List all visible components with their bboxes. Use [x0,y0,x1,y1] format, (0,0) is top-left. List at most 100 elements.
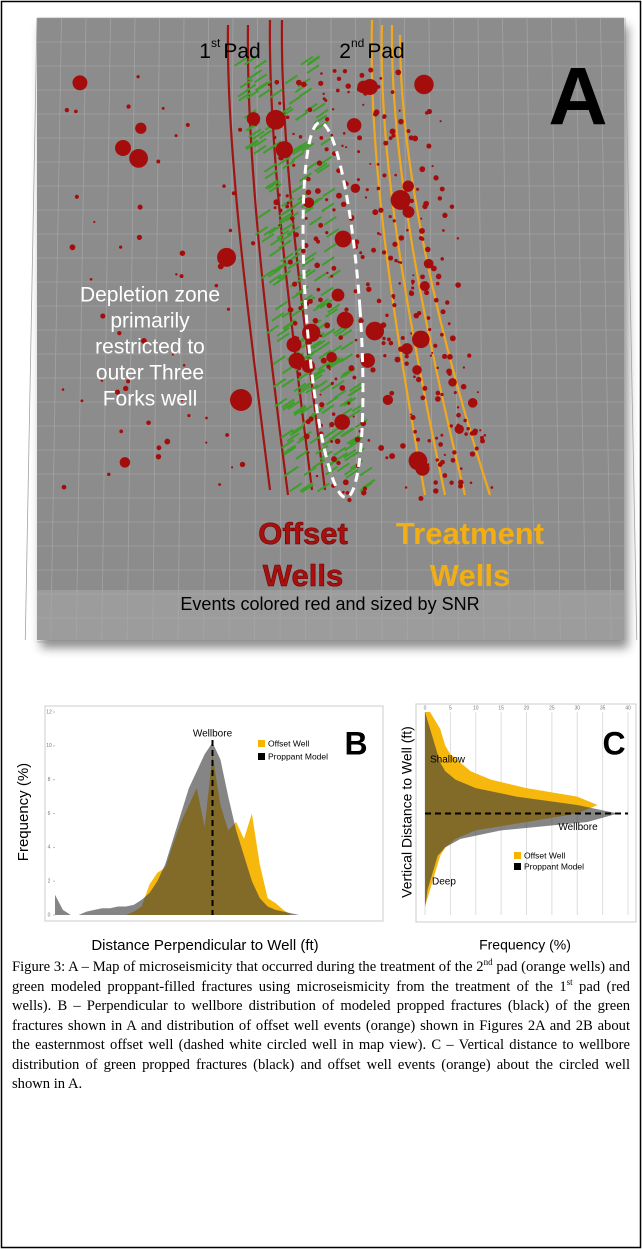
event [289,216,295,221]
event [445,300,450,305]
event [390,90,395,95]
fracture [276,332,290,343]
event [146,420,151,426]
event [250,241,256,246]
event [433,175,439,181]
event [447,322,451,326]
event [367,439,371,442]
event [335,88,340,93]
x-tick-label: 0 [424,705,427,711]
fracture [234,56,248,67]
event [338,335,344,340]
fracture [325,308,339,318]
fracture [306,64,320,74]
event [383,140,389,146]
event [416,310,422,316]
fracture [238,91,252,102]
event [400,335,405,341]
event [442,353,448,359]
depletion-line: restricted to [95,336,205,359]
fracture [281,439,295,449]
fracture [323,215,337,226]
fracture [269,88,283,99]
event [274,79,280,85]
event [292,132,295,136]
event [420,395,426,401]
fracture [287,400,301,410]
event [378,207,384,213]
event [155,453,162,460]
event [402,180,414,192]
event [332,208,336,212]
event [394,356,401,363]
event [352,415,355,418]
x-tick-label: 25 [549,705,555,711]
fracture [308,216,322,226]
event [114,389,121,395]
fracture [362,478,376,489]
event [316,287,321,292]
fracture [297,385,311,396]
event [330,133,334,137]
map-footer: Events colored red and sized by SNR [180,594,479,614]
fracture [291,151,305,162]
y-tick-label: 0 [48,912,51,918]
event [156,445,162,451]
event [135,122,147,134]
fracture [245,139,259,149]
event [412,330,430,349]
event [344,307,349,312]
fracture [308,340,322,350]
legend-swatch [514,852,521,859]
event [423,200,429,207]
fracture [312,102,326,113]
event [392,219,396,223]
event [119,429,124,434]
treatment-wells [370,19,492,496]
fracture [282,444,297,455]
event [398,109,401,112]
event [382,173,387,178]
event [428,327,432,332]
fracture [347,409,361,419]
event [318,297,323,303]
event [394,258,398,263]
caption-text: pad (red wells). B – Perpendicular to we… [12,978,630,1093]
y-tick-label: 2 [48,878,51,884]
fracture [327,357,341,367]
event [100,313,106,319]
event [286,144,292,150]
fracture [263,226,277,237]
pad-number: 2 [339,40,351,63]
panel-b: 0 2 4 6 8 10 12 Offset Well Proppant Model Wellbo… [15,705,384,954]
fracture [254,73,268,84]
fracture [274,300,289,311]
fracture [281,378,295,388]
fracture [336,462,350,473]
fracture [322,328,336,338]
event [416,437,421,442]
map-grid-line [24,17,38,641]
pad-label: 2nd Pad [339,36,404,62]
event [72,75,88,91]
event [469,481,473,484]
caption: Figure 3: A – Map of microseismicity tha… [12,958,630,1095]
event [340,425,343,429]
fracture [359,466,373,477]
event [376,162,380,166]
event [345,146,348,149]
fracture [328,431,342,441]
fracture [273,378,287,388]
event [137,204,143,210]
event [357,135,363,141]
fracture [293,382,307,393]
footer-band [37,590,624,640]
y-tick-label: 4 [48,845,51,851]
event [410,414,416,421]
event [326,364,331,369]
event [365,321,385,341]
map-grid-line [177,17,185,641]
event [455,282,461,288]
event [406,228,409,232]
event [331,265,337,271]
